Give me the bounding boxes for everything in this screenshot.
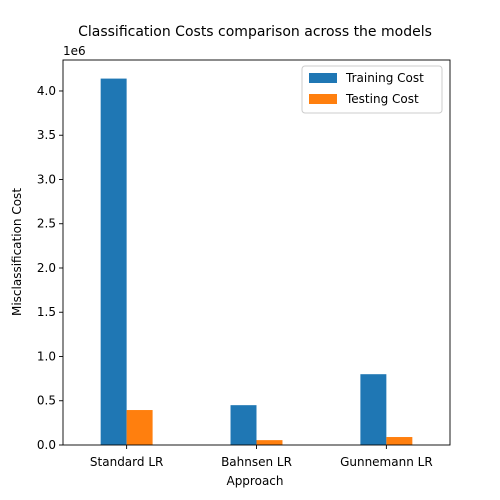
- bar: [386, 437, 413, 445]
- x-tick-label: Gunnemann LR: [340, 455, 433, 469]
- legend-label: Training Cost: [345, 71, 424, 85]
- bar: [256, 440, 283, 445]
- bar: [100, 78, 127, 445]
- x-axis-label: Approach: [226, 474, 283, 488]
- y-axis-label: Misclassification Cost: [10, 188, 24, 316]
- legend-label: Testing Cost: [345, 92, 419, 106]
- y-tick-label: 3.0: [37, 172, 56, 186]
- y-tick-label: 3.5: [37, 128, 56, 142]
- y-tick-label: 2.5: [37, 217, 56, 231]
- bar: [230, 405, 257, 445]
- y-tick-label: 1.5: [37, 305, 56, 319]
- chart-title: Classification Costs comparison across t…: [78, 24, 432, 40]
- x-tick-label: Standard LR: [90, 455, 163, 469]
- bar: [360, 374, 387, 445]
- y-axis-multiplier: 1e6: [63, 44, 86, 58]
- legend-swatch: [309, 94, 337, 104]
- y-tick-label: 0.5: [37, 394, 56, 408]
- legend-swatch: [309, 73, 337, 83]
- y-tick-label: 4.0: [37, 84, 56, 98]
- y-tick-label: 2.0: [37, 261, 56, 275]
- bar: [126, 410, 153, 445]
- y-tick-label: 1.0: [37, 349, 56, 363]
- y-tick-label: 0.0: [37, 438, 56, 452]
- x-tick-label: Bahnsen LR: [221, 455, 292, 469]
- plot-area: 0.0 0.5 1.0 1.5 2.0 2.5 3.0 3.5 4.0 Standard LR Ba…: [37, 59, 451, 469]
